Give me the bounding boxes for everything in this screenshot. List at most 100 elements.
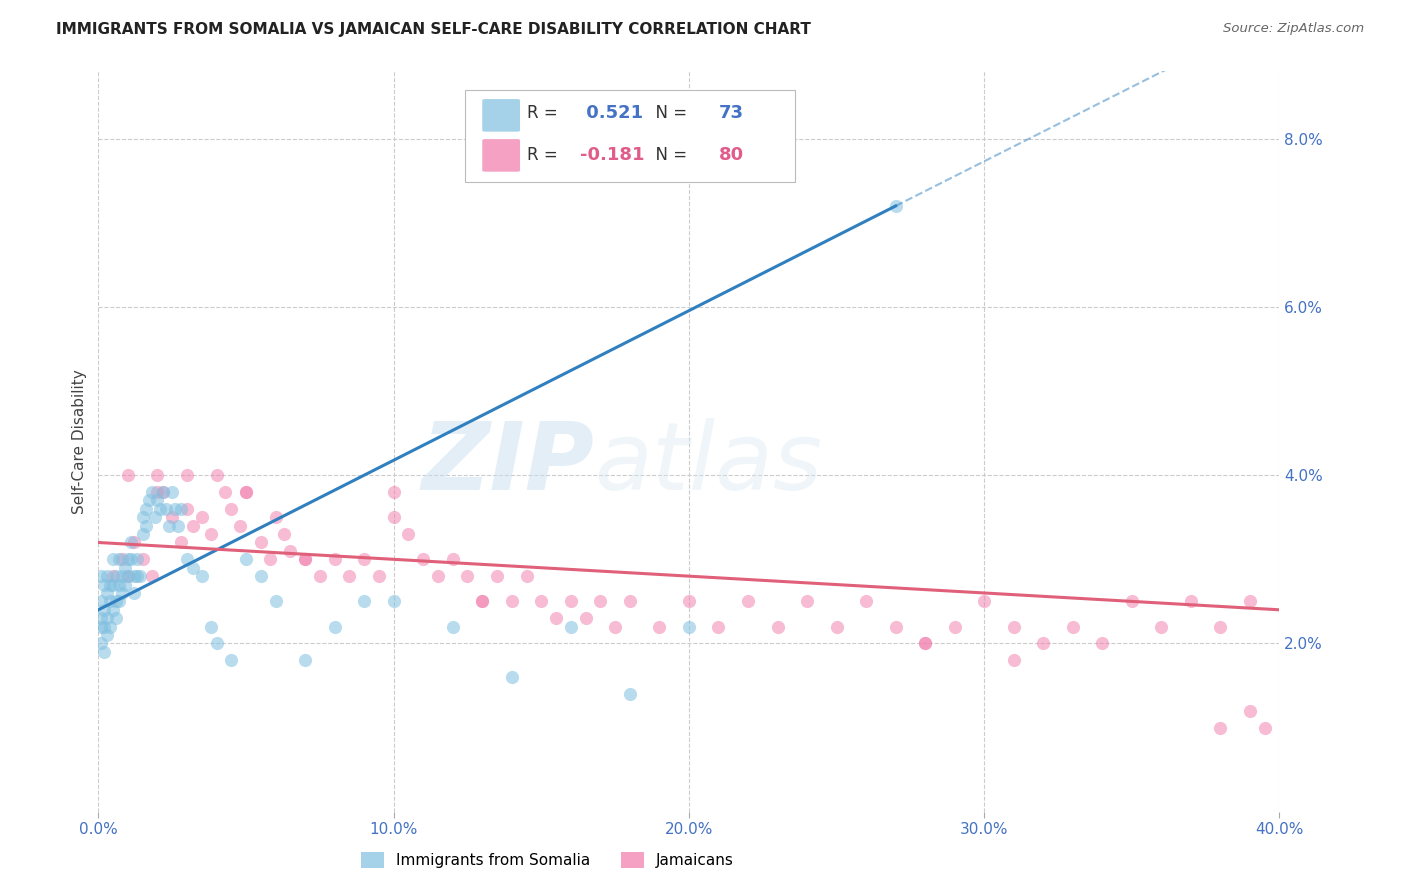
Point: [125, 569, 148, 583]
Point: [884, 619, 907, 633]
Point: [117, 468, 139, 483]
Point: [135, 518, 157, 533]
Point: [167, 518, 190, 533]
Point: [176, 468, 198, 483]
Point: [471, 594, 494, 608]
Point: [132, 527, 155, 541]
Point: [128, 569, 150, 583]
Point: [441, 619, 464, 633]
Point: [678, 619, 700, 633]
Point: [170, 535, 193, 549]
Point: [108, 552, 131, 566]
Point: [648, 619, 671, 633]
Point: [273, 527, 295, 541]
Point: [486, 569, 509, 583]
Point: [530, 594, 553, 608]
Point: [441, 552, 464, 566]
Point: [146, 493, 169, 508]
Point: [737, 594, 759, 608]
Point: [560, 619, 582, 633]
Point: [235, 552, 257, 566]
Point: [120, 552, 142, 566]
Point: [200, 527, 222, 541]
Point: [114, 560, 136, 574]
Point: [382, 485, 405, 500]
Point: [122, 586, 145, 600]
Point: [914, 636, 936, 650]
Point: [235, 485, 257, 500]
Point: [98, 577, 121, 591]
Point: [382, 594, 405, 608]
Point: [707, 619, 730, 633]
Point: [1254, 721, 1277, 735]
Point: [93, 619, 115, 633]
Point: [250, 569, 273, 583]
Point: [294, 653, 316, 667]
Text: N =: N =: [645, 104, 693, 122]
Point: [914, 636, 936, 650]
Point: [214, 485, 236, 500]
Point: [141, 569, 163, 583]
Point: [90, 619, 112, 633]
Point: [141, 485, 163, 500]
Point: [96, 586, 118, 600]
Point: [96, 628, 118, 642]
Point: [165, 501, 187, 516]
Point: [152, 485, 174, 500]
Point: [219, 653, 242, 667]
Point: [250, 535, 273, 549]
Point: [353, 552, 375, 566]
Point: [1002, 653, 1025, 667]
Point: [825, 619, 848, 633]
Point: [235, 485, 257, 500]
Point: [501, 594, 523, 608]
Point: [111, 552, 134, 566]
Point: [619, 687, 641, 701]
Point: [93, 645, 115, 659]
Point: [93, 577, 115, 591]
Point: [278, 544, 302, 558]
Point: [396, 527, 419, 541]
Point: [149, 501, 172, 516]
Point: [152, 485, 174, 500]
Point: [170, 501, 193, 516]
Point: [191, 510, 214, 524]
Point: [103, 552, 125, 566]
Point: [1002, 619, 1025, 633]
FancyBboxPatch shape: [482, 99, 520, 132]
Point: [122, 569, 145, 583]
Point: [589, 594, 612, 608]
Point: [176, 501, 198, 516]
Point: [191, 569, 214, 583]
Point: [339, 569, 360, 583]
Point: [111, 569, 134, 583]
Point: [155, 501, 177, 516]
Point: [105, 594, 128, 608]
Point: [105, 569, 128, 583]
Point: [219, 501, 242, 516]
Point: [456, 569, 478, 583]
Point: [619, 594, 641, 608]
Point: [132, 552, 155, 566]
Point: [259, 552, 281, 566]
Point: [605, 619, 627, 633]
Text: atlas: atlas: [595, 418, 823, 509]
Point: [501, 670, 523, 684]
Point: [382, 510, 405, 524]
Point: [132, 510, 155, 524]
Point: [884, 199, 907, 213]
Point: [471, 594, 494, 608]
Point: [574, 611, 596, 625]
Point: [114, 577, 136, 591]
Point: [146, 485, 169, 500]
Point: [427, 569, 450, 583]
Point: [146, 468, 169, 483]
Point: [1180, 594, 1202, 608]
Point: [294, 552, 316, 566]
Point: [103, 603, 125, 617]
Point: [1239, 704, 1261, 718]
Point: [108, 594, 131, 608]
Point: [162, 485, 183, 500]
FancyBboxPatch shape: [482, 139, 520, 171]
Point: [90, 594, 112, 608]
